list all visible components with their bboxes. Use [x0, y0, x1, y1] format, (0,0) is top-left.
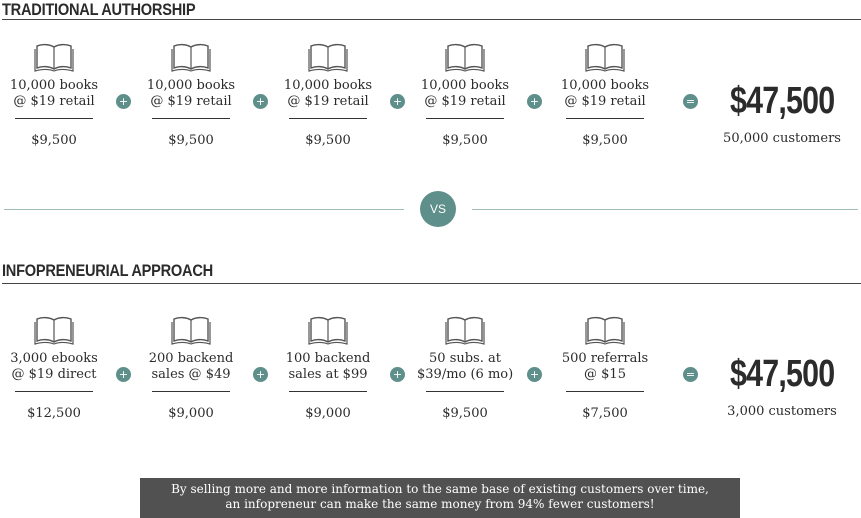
item-label-line-2: @ $19 retail: [424, 94, 506, 109]
item-label-line-1: 10,000 books: [420, 78, 510, 93]
item-label-line-2: sales @ $49: [151, 367, 231, 382]
banner-ribbon-shape: [140, 478, 740, 518]
item-label-line-1: 10,000 books: [560, 78, 650, 93]
item-label: 10,000 books @ $19 retail: [143, 78, 239, 110]
open-book-icon: [171, 43, 211, 72]
equals-icon: =: [683, 94, 698, 109]
plus-icon: +: [116, 94, 131, 109]
section-title-infopreneurial: INFOPRENEURIAL APPROACH: [2, 261, 213, 280]
item-value: $9,500: [442, 406, 488, 421]
item-label-line-2: @ $19 direct: [11, 367, 97, 382]
plus-icon: +: [253, 94, 268, 109]
item-label-line-2: @ $19 retail: [564, 94, 646, 109]
item-underline: [289, 391, 367, 392]
open-book-icon: [445, 43, 485, 72]
section-divider: [2, 19, 861, 20]
conclusion-banner: By selling more and more information to …: [140, 478, 740, 518]
section-title-traditional: TRADITIONAL AUTHORSHIP: [2, 0, 196, 19]
revenue-item: 100 backend sales at $99 $9,000: [280, 314, 376, 421]
open-book-icon: [34, 316, 74, 345]
plus-icon: +: [253, 367, 268, 382]
revenue-item: 10,000 books @ $19 retail $9,500: [557, 41, 653, 148]
item-label: 3,000 ebooks @ $19 direct: [6, 351, 102, 383]
revenue-item: 10,000 books @ $19 retail $9,500: [280, 41, 376, 148]
vs-divider-left: [4, 209, 404, 210]
vs-badge: VS: [420, 191, 456, 227]
item-underline: [289, 118, 367, 119]
item-label-line-2: sales at $99: [288, 367, 368, 382]
total-amount: $47,500: [730, 353, 835, 395]
infopreneurial-total: $47,500 3,000 customers: [717, 353, 847, 419]
item-label: 10,000 books @ $19 retail: [557, 78, 653, 110]
item-label-line-1: 3,000 ebooks: [10, 351, 98, 366]
item-label-line-1: 10,000 books: [283, 78, 373, 93]
item-value: $9,500: [168, 133, 214, 148]
revenue-item: 50 subs. at $39/mo (6 mo) $9,500: [417, 314, 513, 421]
item-label-line-1: 100 backend: [285, 351, 371, 366]
equals-icon: =: [683, 367, 698, 382]
open-book-icon: [34, 43, 74, 72]
item-value: $9,500: [442, 133, 488, 148]
item-value: $12,500: [27, 406, 81, 421]
item-underline: [15, 391, 93, 392]
revenue-item: 200 backend sales @ $49 $9,000: [143, 314, 239, 421]
item-underline: [566, 118, 644, 119]
plus-icon: +: [116, 367, 131, 382]
item-value: $7,500: [582, 406, 628, 421]
open-book-icon: [445, 316, 485, 345]
plus-icon: +: [390, 94, 405, 109]
item-underline: [152, 118, 230, 119]
item-value: $9,500: [31, 133, 77, 148]
item-label-line-1: 10,000 books: [146, 78, 236, 93]
revenue-item: 3,000 ebooks @ $19 direct $12,500: [6, 314, 102, 421]
item-label-line-1: 500 referrals: [561, 351, 649, 366]
item-value: $9,000: [305, 406, 351, 421]
plus-icon: +: [527, 367, 542, 382]
item-label: 100 backend sales at $99: [280, 351, 376, 383]
item-label: 50 subs. at $39/mo (6 mo): [417, 351, 513, 383]
banner-line-2: an infopreneur can make the same money f…: [225, 497, 655, 511]
item-label-line-1: 50 subs. at: [429, 351, 501, 366]
open-book-icon: [308, 316, 348, 345]
vs-divider-right: [472, 209, 858, 210]
item-underline: [566, 391, 644, 392]
item-label: 10,000 books @ $19 retail: [280, 78, 376, 110]
item-label-line-1: 200 backend: [148, 351, 234, 366]
banner-line-1: By selling more and more information to …: [171, 482, 709, 496]
customer-count: 3,000 customers: [727, 404, 837, 419]
item-value: $9,000: [168, 406, 214, 421]
item-underline: [426, 118, 504, 119]
item-label-line-2: @ $19 retail: [13, 94, 95, 109]
item-label: 10,000 books @ $19 retail: [417, 78, 513, 110]
item-value: $9,500: [305, 133, 351, 148]
plus-icon: +: [390, 367, 405, 382]
item-label-line-2: $39/mo (6 mo): [417, 367, 514, 382]
section-divider: [2, 283, 861, 284]
item-underline: [15, 118, 93, 119]
item-label-line-2: @ $19 retail: [150, 94, 232, 109]
item-underline: [426, 391, 504, 392]
item-label: 10,000 books @ $19 retail: [6, 78, 102, 110]
revenue-item: 10,000 books @ $19 retail $9,500: [6, 41, 102, 148]
plus-icon: +: [527, 94, 542, 109]
item-label-line-1: 10,000 books: [9, 78, 99, 93]
item-label: 500 referrals @ $15: [557, 351, 653, 383]
open-book-icon: [585, 43, 625, 72]
item-label: 200 backend sales @ $49: [143, 351, 239, 383]
open-book-icon: [171, 316, 211, 345]
open-book-icon: [585, 316, 625, 345]
customer-count: 50,000 customers: [723, 131, 841, 146]
open-book-icon: [308, 43, 348, 72]
revenue-item: 500 referrals @ $15 $7,500: [557, 314, 653, 421]
item-label-line-2: @ $19 retail: [287, 94, 369, 109]
traditional-total: $47,500 50,000 customers: [717, 80, 847, 146]
banner-text: By selling more and more information to …: [140, 482, 740, 512]
item-underline: [152, 391, 230, 392]
item-value: $9,500: [582, 133, 628, 148]
total-amount: $47,500: [730, 80, 835, 122]
item-label-line-2: @ $15: [584, 367, 626, 382]
revenue-item: 10,000 books @ $19 retail $9,500: [417, 41, 513, 148]
revenue-item: 10,000 books @ $19 retail $9,500: [143, 41, 239, 148]
